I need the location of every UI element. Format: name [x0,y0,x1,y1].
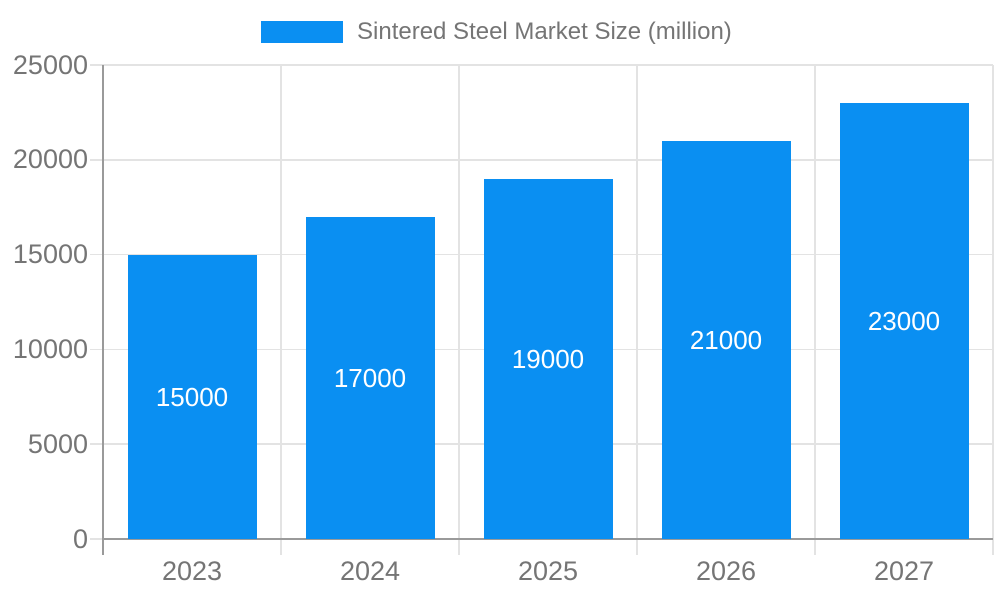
v-gridline [458,65,460,555]
bar-2024[interactable] [305,216,435,539]
x-tick-label: 2025 [517,556,579,586]
v-gridline [992,65,994,555]
x-tick-label: 2026 [695,556,757,586]
bar-value-label: 21000 [689,324,763,355]
legend-swatch[interactable] [261,21,343,43]
y-axis-line [102,65,104,555]
x-axis-line [103,538,993,540]
bar-2027[interactable] [839,102,969,539]
bar-value-label: 23000 [867,305,941,336]
y-tick-label: 10000 [12,333,88,364]
bar-value-label: 19000 [511,343,585,374]
h-gridline [90,64,993,66]
x-tick-label: 2023 [161,556,223,586]
bar-2025[interactable] [483,178,613,539]
bar-value-label: 15000 [155,381,229,412]
v-gridline [636,65,638,555]
h-gridline [90,159,993,161]
legend-label[interactable]: Sintered Steel Market Size (million) [357,18,732,45]
y-tick-label: 5000 [27,428,88,459]
v-gridline [814,65,816,555]
bar-value-label: 17000 [333,362,407,393]
x-tick-label: 2024 [339,556,401,586]
bar-2023[interactable] [127,254,257,539]
y-tick-label: 15000 [12,239,88,270]
y-tick-label: 0 [72,523,88,554]
bar-2026[interactable] [661,140,791,539]
x-tick-label: 2027 [873,556,935,586]
y-tick-label: 20000 [12,144,88,175]
v-gridline [280,65,282,555]
legend: Sintered Steel Market Size (million) [261,20,732,44]
y-tick-label: 25000 [12,49,88,80]
